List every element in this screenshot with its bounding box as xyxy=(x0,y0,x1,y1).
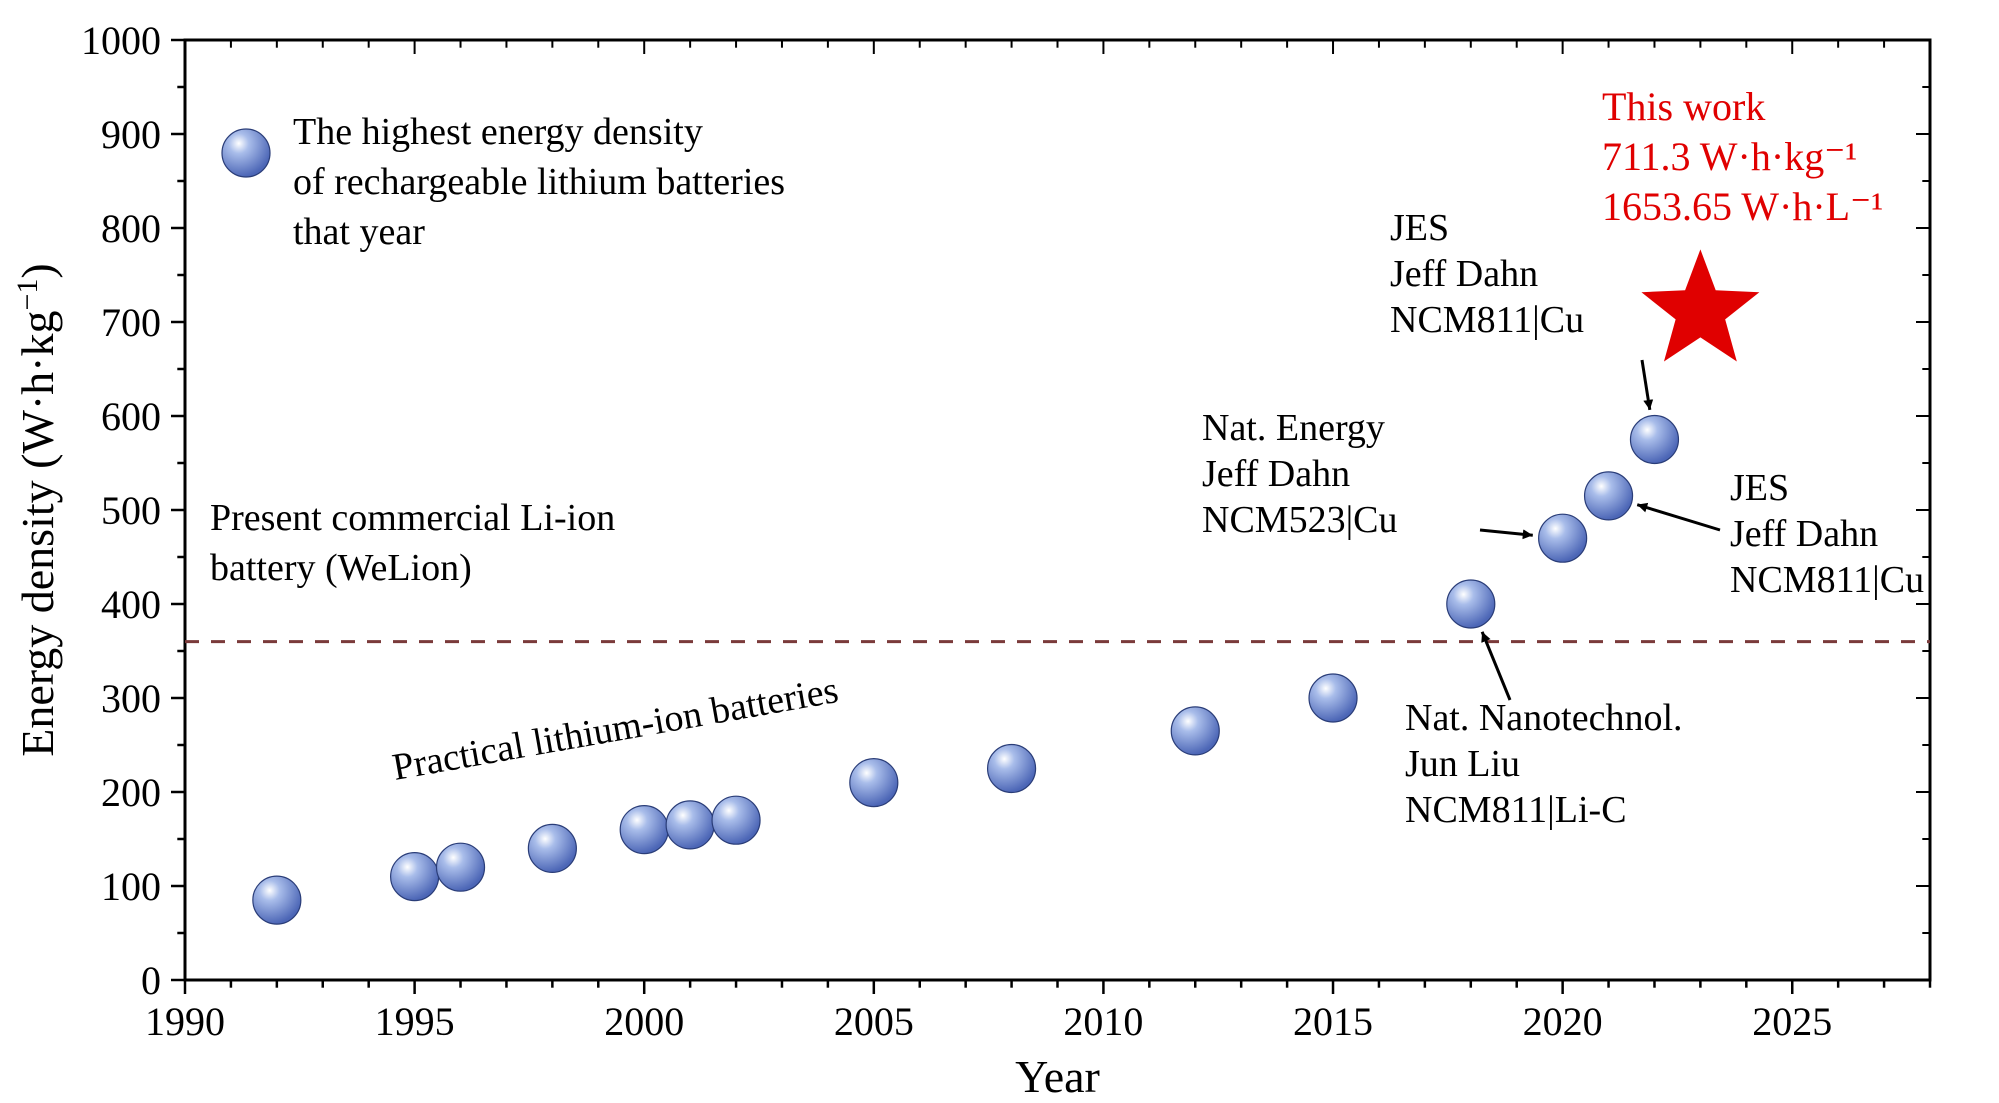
x-tick-label: 2010 xyxy=(1063,999,1143,1044)
callout-text: Jeff Dahn xyxy=(1390,253,1538,295)
y-axis-title: Energy density (W·h·kg−1) xyxy=(11,263,64,757)
data-point xyxy=(712,796,760,844)
callout-text: NCM811|Li-C xyxy=(1405,789,1627,831)
callout-arrow xyxy=(1480,530,1533,535)
chart-svg: 1990 1995 2000 2005 2010 2015 2020 2025 0 100 200 3… xyxy=(0,0,1999,1103)
this-work-text: 711.3 W·h·kg⁻¹ xyxy=(1602,134,1857,179)
callout-arrow xyxy=(1642,360,1650,410)
data-point xyxy=(1309,674,1357,722)
callout-text: JES xyxy=(1730,467,1789,509)
data-point xyxy=(666,801,714,849)
y-tick-label: 800 xyxy=(101,206,161,251)
y-tick-label: 700 xyxy=(101,300,161,345)
callout-text: Jeff Dahn xyxy=(1730,513,1878,555)
chart-figure: 1990 1995 2000 2005 2010 2015 2020 2025 0 100 200 3… xyxy=(0,0,1999,1103)
y-tick-label: 500 xyxy=(101,488,161,533)
x-axis-title: Year xyxy=(1015,1051,1100,1102)
data-point xyxy=(1585,472,1633,520)
callout-arrow xyxy=(1637,505,1720,530)
data-point xyxy=(1630,416,1678,464)
data-point xyxy=(988,745,1036,793)
callout-text: Nat. Energy xyxy=(1202,407,1385,449)
data-point xyxy=(391,853,439,901)
data-point xyxy=(1539,514,1587,562)
y-tick-label: 100 xyxy=(101,864,161,909)
data-point xyxy=(528,824,576,872)
x-tick-label: 2015 xyxy=(1293,999,1373,1044)
y-tick-label: 300 xyxy=(101,676,161,721)
this-work-text: This work xyxy=(1602,84,1765,129)
x-tick-label: 1990 xyxy=(145,999,225,1044)
x-tick-label: 2000 xyxy=(604,999,684,1044)
y-tick-label: 400 xyxy=(101,582,161,627)
data-point xyxy=(253,876,301,924)
legend-marker xyxy=(222,129,270,177)
callout-text: Jun Liu xyxy=(1405,743,1520,785)
legend-text: that year xyxy=(293,211,425,253)
y-tick-label: 900 xyxy=(101,112,161,157)
star-marker xyxy=(1641,249,1759,361)
refline-text: Present commercial Li-ion xyxy=(210,497,615,539)
y-tick-label: 0 xyxy=(141,958,161,1003)
data-point xyxy=(437,843,485,891)
callout-text: NCM523|Cu xyxy=(1202,499,1398,541)
refline-text: battery (WeLion) xyxy=(210,547,472,589)
practical-label: Practical lithium-ion batteries xyxy=(389,669,841,789)
svg-text:Energy density (W·h·kg−1): Energy density (W·h·kg−1) xyxy=(11,263,64,757)
data-point xyxy=(620,806,668,854)
data-point xyxy=(1447,580,1495,628)
x-tick-label: 2005 xyxy=(834,999,914,1044)
legend-text: The highest energy density xyxy=(293,111,703,153)
data-point xyxy=(850,759,898,807)
legend-text: of rechargeable lithium batteries xyxy=(293,161,785,203)
this-work-text: 1653.65 W·h·L⁻¹ xyxy=(1602,184,1883,229)
callout-text: JES xyxy=(1390,207,1449,249)
data-point xyxy=(1171,707,1219,755)
y-tick-label: 200 xyxy=(101,770,161,815)
x-tick-label: 2020 xyxy=(1523,999,1603,1044)
y-tick-label: 600 xyxy=(101,394,161,439)
callout-text: NCM811|Cu xyxy=(1390,299,1584,341)
callout-text: NCM811|Cu xyxy=(1730,559,1924,601)
x-tick-label: 2025 xyxy=(1752,999,1832,1044)
x-tick-label: 1995 xyxy=(375,999,455,1044)
y-tick-label: 1000 xyxy=(81,18,161,63)
svg-text:Practical lithium-ion batterie: Practical lithium-ion batteries xyxy=(389,669,841,789)
callout-text: Jeff Dahn xyxy=(1202,453,1350,495)
callout-text: Nat. Nanotechnol. xyxy=(1405,697,1683,739)
